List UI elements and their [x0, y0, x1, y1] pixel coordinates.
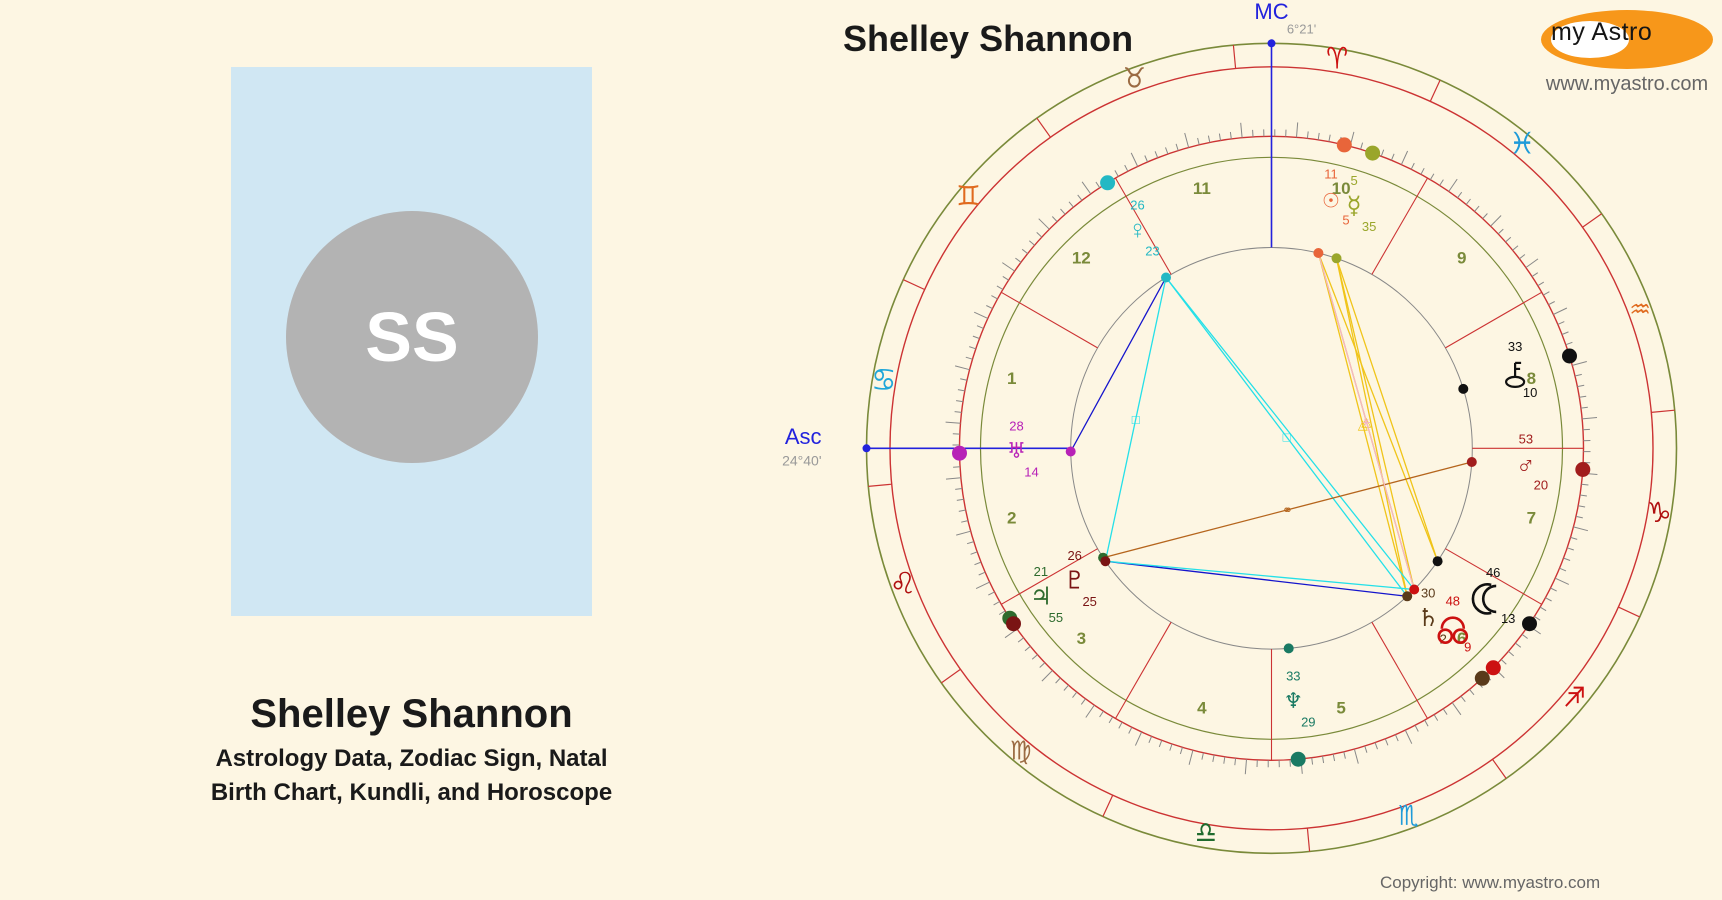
svg-text:6°21': 6°21': [1287, 21, 1316, 36]
svg-text:♋: ♋: [874, 364, 894, 402]
svg-text:26: 26: [1067, 548, 1081, 563]
svg-text:☿: ☿: [1346, 192, 1362, 222]
svg-text:♑: ♑: [1649, 495, 1670, 533]
svg-text:48: 48: [1446, 594, 1460, 609]
svg-text:23: 23: [1145, 243, 1159, 258]
svg-text:♐: ♐: [1564, 680, 1584, 718]
svg-text:13: 13: [1501, 611, 1515, 626]
svg-text:♊: ♊: [958, 179, 979, 217]
svg-text:25: 25: [1082, 594, 1096, 609]
svg-text:28: 28: [1009, 418, 1023, 433]
svg-text:♄: ♄: [1420, 604, 1436, 634]
svg-text:4: 4: [1197, 699, 1207, 718]
svg-text:♂: ♂: [1518, 451, 1534, 481]
svg-text:24°40': 24°40': [782, 452, 821, 468]
svg-text:33: 33: [1286, 668, 1300, 683]
svg-text:21: 21: [1034, 564, 1048, 579]
svg-text:♓: ♓: [1512, 126, 1532, 164]
svg-text:9: 9: [1457, 249, 1466, 268]
svg-text:26: 26: [1130, 197, 1144, 212]
svg-text:33: 33: [1508, 339, 1522, 354]
svg-text:20: 20: [1534, 478, 1548, 493]
svg-text:1: 1: [1007, 369, 1016, 388]
svg-text:♍: ♍: [1011, 732, 1031, 770]
svg-text:☉: ☉: [1323, 185, 1339, 215]
svg-text:♒: ♒: [1630, 292, 1650, 330]
svg-text:♅: ♅: [1009, 437, 1025, 467]
svg-text:55: 55: [1049, 610, 1063, 625]
svg-text:5: 5: [1350, 173, 1357, 188]
svg-text:3: 3: [1077, 629, 1086, 648]
svg-text:5: 5: [1336, 699, 1345, 718]
svg-text:♏: ♏: [1398, 798, 1418, 836]
svg-text:♈: ♈: [1327, 42, 1348, 80]
svg-text:⚭: ⚭: [1282, 502, 1293, 517]
svg-text:7: 7: [1527, 508, 1536, 527]
svg-text:♇: ♇: [1067, 567, 1083, 597]
svg-text:♉: ♉: [1124, 61, 1144, 99]
svg-text:35: 35: [1362, 219, 1376, 234]
svg-text:30: 30: [1421, 585, 1435, 600]
svg-text:♌: ♌: [893, 566, 913, 604]
svg-text:11: 11: [1193, 179, 1211, 198]
svg-text:MC: MC: [1254, 0, 1288, 24]
svg-text:♆: ♆: [1285, 687, 1301, 717]
svg-text:♀: ♀: [1130, 216, 1146, 246]
svg-text:9: 9: [1464, 640, 1471, 655]
svg-text:□: □: [1283, 429, 1291, 444]
svg-text:♃: ♃: [1033, 583, 1049, 613]
svg-text:29: 29: [1301, 714, 1315, 729]
svg-text:12: 12: [1072, 249, 1091, 268]
svg-text:14: 14: [1024, 464, 1038, 479]
svg-text:46: 46: [1486, 565, 1500, 580]
svg-text:⚹: ⚹: [1362, 414, 1370, 429]
svg-text:Asc: Asc: [785, 424, 822, 449]
svg-text:10: 10: [1523, 385, 1537, 400]
svg-text:♎: ♎: [1196, 817, 1216, 855]
svg-text:11: 11: [1324, 166, 1338, 181]
svg-text:53: 53: [1519, 432, 1533, 447]
svg-text:□: □: [1132, 412, 1140, 427]
svg-text:2: 2: [1007, 508, 1016, 527]
